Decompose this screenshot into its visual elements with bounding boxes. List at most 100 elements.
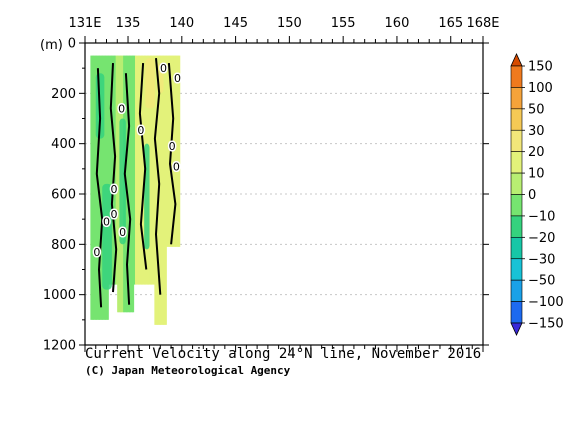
contour-lines [95,58,177,308]
field-cell [93,55,96,320]
colorbar-segment [510,258,523,281]
contour-label: 0 [111,208,118,221]
colorbar-segment [510,108,523,131]
field-cell [163,55,166,325]
y-tick-label: 0 [68,37,76,52]
colorbar-label: 30 [528,124,545,139]
field-cell [117,55,120,313]
field-cell [161,55,164,325]
contour-label: 0 [119,226,126,239]
field-cell [133,55,136,285]
colorbar-label: 50 [528,102,545,117]
colorbar-label: 20 [528,145,545,160]
colorbar-label: 150 [528,60,553,75]
colorbar-label: −100 [528,295,564,310]
field-cell [109,55,112,285]
field-cell [176,55,179,247]
x-tick-label: 160 [385,16,410,31]
field-cell [130,55,133,313]
colorbar-segment [510,129,523,152]
field-cell [108,55,111,285]
colorbar-label: −150 [528,317,564,332]
colorbar-segment [510,151,523,174]
colorbar-segment [510,279,523,302]
contour-label: 0 [169,140,176,153]
colorbar-segment [510,194,523,217]
zero-contour [138,63,148,270]
y-tick-label: 400 [51,137,76,152]
x-tick-label: 168E [466,16,499,31]
y-tick-label: 1000 [43,288,76,303]
contour-label: 0 [103,216,110,229]
field-cell [127,55,130,313]
field-cell [94,55,97,320]
colorbar-label: 100 [528,81,553,96]
y-tick-label: 200 [51,87,76,102]
colorbar-label: −20 [528,231,555,246]
x-tick-label: 165 [438,16,463,31]
x-tick-label: 131E [68,16,101,31]
field-patch [119,118,126,245]
field-cell [158,55,161,325]
x-tick-label: 140 [169,16,194,31]
colorbar-segment [510,172,523,195]
colorbar-label: −10 [528,209,555,224]
field-cell [135,55,138,285]
colorbar-label: −50 [528,274,555,289]
colorbar-segment [510,65,523,88]
zero-contour [95,68,104,308]
colorbar-segment [510,215,523,238]
field-cell [166,55,169,247]
chart-credit: (C) Japan Meteorological Agency [85,364,291,377]
colorbar-segment [510,301,523,324]
field-cell [151,55,154,285]
y-axis-label: (m) [40,38,63,53]
y-axis-ticks: 0 200 400 600 800 1000 1200 [43,37,489,354]
field-cell [139,55,142,285]
field-cell [96,55,99,320]
field-cell [132,55,135,313]
contour-label: 0 [111,183,118,196]
y-tick-label: 800 [51,238,76,253]
field-cell [172,55,175,247]
field-cell [154,55,157,325]
field-patch [145,58,155,109]
field-cell [175,55,178,247]
field-patch [102,183,112,290]
velocity-field [90,55,181,325]
field-cell [114,55,117,285]
field-cell [140,55,144,285]
colorbar-segment [510,237,523,260]
field-cell [142,55,145,285]
colorbar-label: −30 [528,252,555,267]
field-cell [100,55,103,320]
zero-contour [167,63,177,245]
contour-label: 0 [137,124,144,137]
chart-title: Current Velocity along 24°N line, Novemb… [85,346,482,362]
zero-contour [109,63,118,293]
field-cell [90,55,93,320]
field-cell [99,55,102,320]
field-cell [178,55,181,247]
y-tick-label: 600 [51,188,76,203]
field-cell [149,55,152,285]
field-cell [111,55,114,285]
colorbar-label: 0 [528,188,536,203]
contour-label: 0 [160,62,167,75]
x-tick-label: 150 [277,16,302,31]
x-tick-label: 155 [331,16,356,31]
colorbar-cap-top [510,53,523,67]
contour-label: 0 [93,246,100,259]
contour-label: 0 [118,102,125,115]
colorbar-cap-bottom [510,322,523,336]
contour-label: 0 [174,72,181,85]
field-cell [137,55,141,285]
field-cell [91,55,94,320]
field-cell [115,55,118,285]
field-cell [173,55,176,247]
x-tick-label: 145 [223,16,248,31]
field-cell [126,55,129,313]
field-cell [136,55,139,285]
